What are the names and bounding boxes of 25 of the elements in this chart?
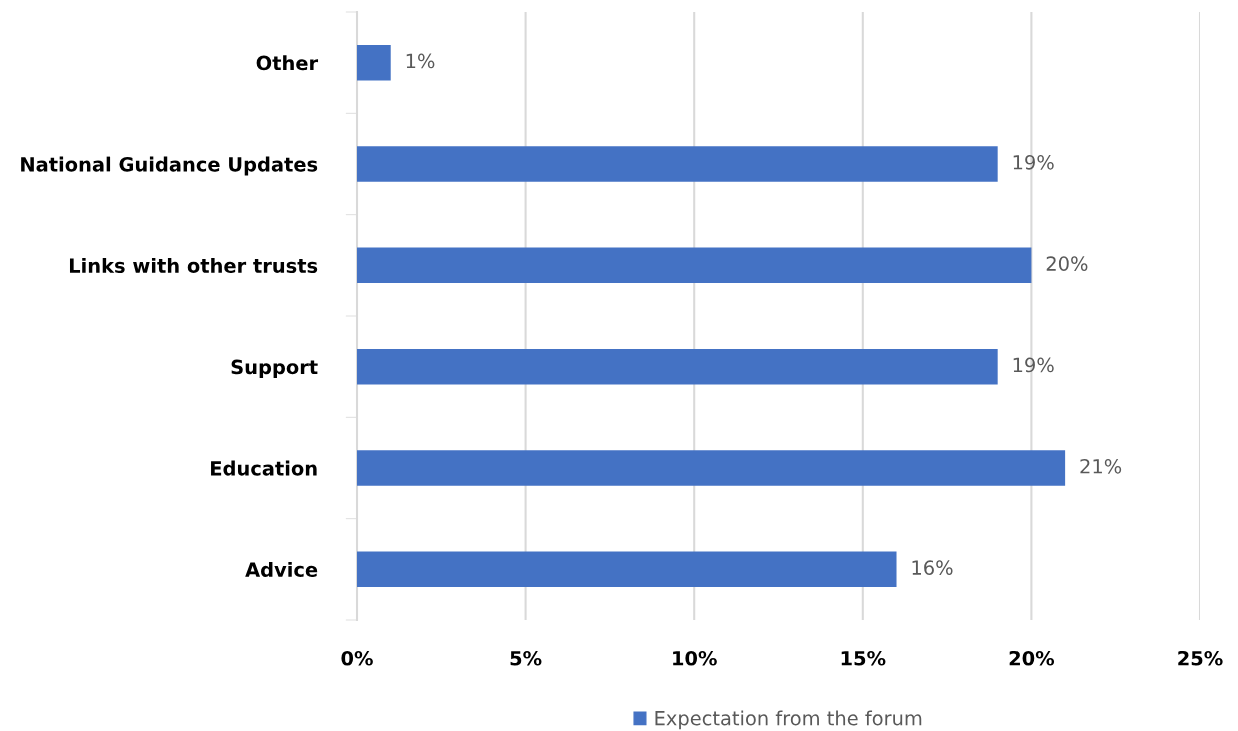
y-tick-label: Advice [245,561,318,577]
x-tick-label: 10% [673,650,717,666]
bar [357,348,998,385]
legend-label: Expectation from the forum [655,710,922,730]
bar [357,146,998,182]
data-label: 1% [406,53,435,69]
y-tick-label: National Guidance Updates [21,156,318,176]
y-tick-label: Support [231,359,318,379]
bar [357,44,391,81]
y-tick-label: Education [211,460,317,476]
x-tick-label: 20% [1009,650,1055,666]
data-label: 21% [1080,458,1122,474]
x-tick-label: 25% [1178,650,1223,666]
bar [357,247,1032,284]
data-label: 19% [1013,357,1054,373]
x-tick-label: 15% [841,650,886,666]
data-label: 20% [1046,256,1088,271]
bar [357,450,1066,486]
x-tick-label: 0% [341,650,373,666]
data-label: 16% [912,560,953,575]
y-tick-label: Links with other trusts [69,257,318,273]
y-tick-label: Other [256,55,319,71]
bar [357,551,897,588]
x-tick-label: 5% [510,650,542,666]
data-label: 19% [1013,154,1054,170]
